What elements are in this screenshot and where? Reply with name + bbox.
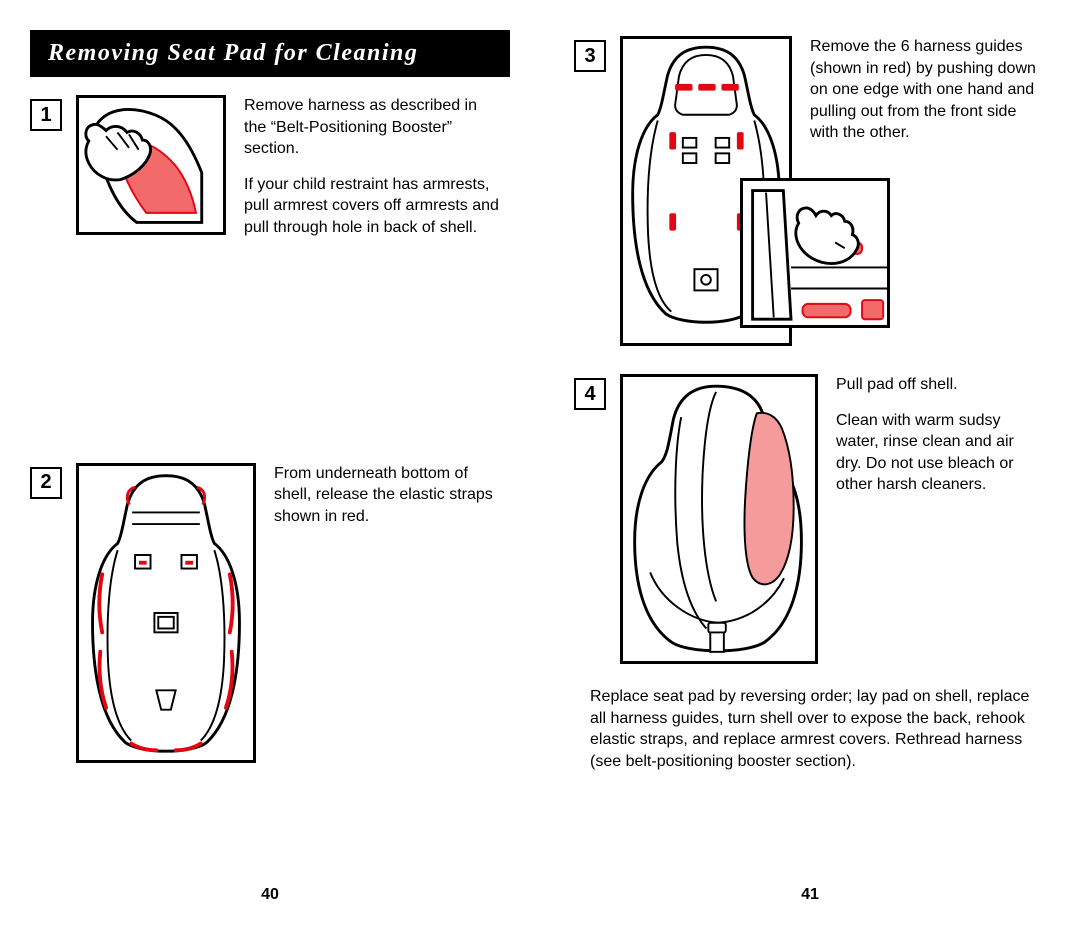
step-3-para-1: Remove the 6 harness guides (shown in re… — [810, 36, 1040, 144]
final-paragraph: Replace seat pad by reversing order; lay… — [540, 686, 1080, 772]
step-number-box-2: 2 — [30, 467, 62, 499]
step-number-4: 4 — [584, 383, 595, 406]
left-page-number: 40 — [261, 886, 279, 904]
section-header: Removing Seat Pad for Cleaning — [30, 30, 510, 77]
step-4-row: 4 Pull pad off shell. Clean with warm s — [540, 374, 1080, 664]
step-4-para-2: Clean with warm sudsy water, rinse clean… — [836, 410, 1040, 496]
step-number-box-3: 3 — [574, 40, 606, 72]
right-page-number: 41 — [801, 886, 819, 904]
header-title-text: Removing Seat Pad for Cleaning — [48, 40, 418, 66]
step-number-1: 1 — [40, 104, 51, 127]
step-2-illustration — [76, 463, 256, 763]
step-1-text: Remove harness as described in the “Belt… — [244, 95, 510, 253]
step-number-box-4: 4 — [574, 378, 606, 410]
page-spread: Removing Seat Pad for Cleaning 1 Remove … — [0, 0, 1080, 928]
step-2-row: 2 — [0, 463, 540, 763]
step-number-box-1: 1 — [30, 99, 62, 131]
step-2-para-1: From underneath bottom of shell, release… — [274, 463, 500, 528]
step-1-para-1: Remove harness as described in the “Belt… — [244, 95, 500, 160]
step-number-2: 2 — [40, 471, 51, 494]
step-3-text: Remove the 6 harness guides (shown in re… — [810, 36, 1050, 158]
right-page: 3 — [540, 0, 1080, 928]
step-4-illustration — [620, 374, 818, 664]
step-4-text: Pull pad off shell. Clean with warm suds… — [836, 374, 1050, 510]
step-number-3: 3 — [584, 45, 595, 68]
step-2-text: From underneath bottom of shell, release… — [274, 463, 510, 542]
step-4-para-1: Pull pad off shell. — [836, 374, 1040, 396]
left-page: Removing Seat Pad for Cleaning 1 Remove … — [0, 0, 540, 928]
step-3-inset-illustration — [740, 178, 890, 328]
step-1-illustration — [76, 95, 226, 235]
step-1-para-2: If your child restraint has armrests, pu… — [244, 174, 500, 239]
step-1-row: 1 Remove harness as described in the “Be… — [0, 95, 540, 253]
